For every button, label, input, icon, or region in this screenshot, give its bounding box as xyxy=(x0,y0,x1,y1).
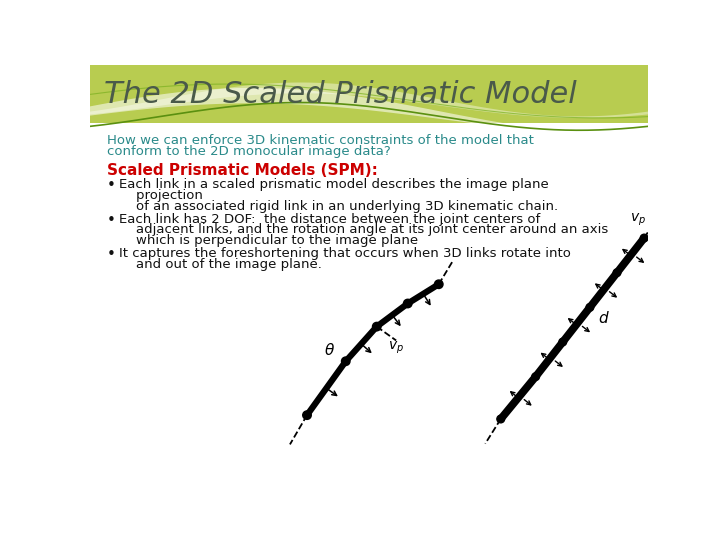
Text: Each link in a scaled prismatic model describes the image plane: Each link in a scaled prismatic model de… xyxy=(120,178,549,191)
Polygon shape xyxy=(587,271,620,310)
Polygon shape xyxy=(498,374,539,421)
Text: $v_p$: $v_p$ xyxy=(630,211,646,227)
Text: adjacent links, and the rotation angle at its joint center around an axis: adjacent links, and the rotation angle a… xyxy=(120,224,608,237)
Text: $v_p$: $v_p$ xyxy=(388,340,405,356)
Polygon shape xyxy=(90,88,648,134)
Polygon shape xyxy=(559,305,593,345)
Text: •: • xyxy=(107,178,116,193)
Text: projection: projection xyxy=(120,189,203,202)
Circle shape xyxy=(532,373,539,381)
Polygon shape xyxy=(90,83,648,118)
Circle shape xyxy=(341,357,350,366)
Text: conform to the 2D monocular image data?: conform to the 2D monocular image data? xyxy=(107,145,391,158)
Circle shape xyxy=(372,322,381,331)
Circle shape xyxy=(434,280,443,288)
Text: Scaled Prismatic Models (SPM):: Scaled Prismatic Models (SPM): xyxy=(107,164,378,178)
Text: •: • xyxy=(107,213,116,228)
Text: Each link has 2 DOF:  the distance between the joint centers of: Each link has 2 DOF: the distance betwee… xyxy=(120,213,541,226)
Polygon shape xyxy=(90,123,648,481)
Text: of an associated rigid link in an underlying 3D kinematic chain.: of an associated rigid link in an underl… xyxy=(120,200,559,213)
Polygon shape xyxy=(533,340,566,379)
Polygon shape xyxy=(614,235,647,275)
Text: and out of the image plane.: and out of the image plane. xyxy=(120,258,323,271)
Circle shape xyxy=(586,303,594,311)
Text: It captures the foreshortening that occurs when 3D links rotate into: It captures the foreshortening that occu… xyxy=(120,247,572,260)
Circle shape xyxy=(497,415,505,423)
Circle shape xyxy=(640,234,648,242)
Polygon shape xyxy=(90,65,648,123)
Text: •: • xyxy=(107,247,116,262)
Text: which is perpendicular to the image plane: which is perpendicular to the image plan… xyxy=(120,234,418,247)
Circle shape xyxy=(403,299,412,308)
Circle shape xyxy=(302,411,311,420)
Text: The 2D Scaled Prismatic Model: The 2D Scaled Prismatic Model xyxy=(104,80,577,109)
Circle shape xyxy=(559,338,567,346)
Text: $d$: $d$ xyxy=(598,310,609,326)
Text: $\theta$: $\theta$ xyxy=(324,342,335,358)
Text: How we can enforce 3D kinematic constraints of the model that: How we can enforce 3D kinematic constrai… xyxy=(107,134,534,147)
Circle shape xyxy=(613,269,621,276)
